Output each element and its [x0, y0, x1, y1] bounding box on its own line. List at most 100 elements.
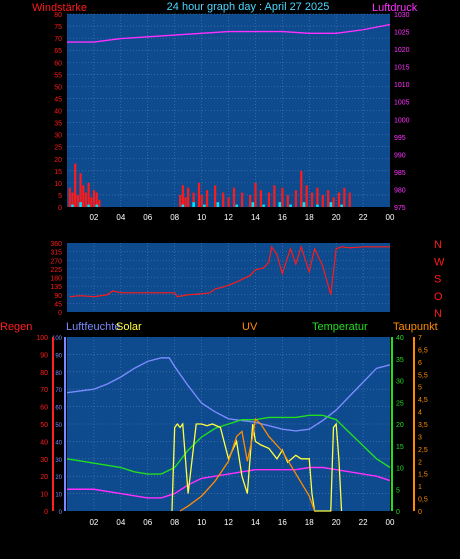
- temperature-tick-label: 10: [396, 466, 404, 473]
- rain-tick-label: 60: [40, 405, 48, 412]
- chart-title: 24 hour graph day : April 27 2025: [167, 1, 330, 13]
- x-tick-label-bottom: 16: [278, 518, 287, 527]
- uv-line: [179, 417, 316, 512]
- wind-bar: [179, 194, 182, 207]
- uv-tick-label: 5,5: [418, 372, 428, 379]
- compass-label: N: [434, 239, 442, 251]
- x-tick-label-bottom: 20: [332, 518, 341, 527]
- uv-tick-label: 0: [418, 509, 422, 516]
- wind-tick-label: 10: [54, 181, 62, 188]
- rain-tick-label: 80: [40, 370, 48, 377]
- compass-label: S: [434, 274, 441, 286]
- wind-tick-label: 80: [54, 12, 62, 19]
- uv-tick-label: 1,5: [418, 472, 428, 479]
- wind-bar: [300, 170, 303, 207]
- label-solar: Solar: [116, 321, 142, 333]
- temperature-tick-label: 0: [396, 509, 400, 516]
- pressure-line: [67, 23, 391, 43]
- direction-tick-label: 135: [50, 284, 62, 291]
- label-dewpoint: Taupunkt: [393, 321, 438, 333]
- uv-tick-label: 3,5: [418, 422, 428, 429]
- wind-bar: [87, 182, 90, 207]
- gust-bar: [316, 204, 319, 207]
- wind-bar: [181, 185, 184, 207]
- temperature-tick-label: 40: [396, 335, 404, 342]
- wind-tick-label: 25: [54, 145, 62, 152]
- rain-axis-bar: [52, 337, 54, 511]
- humidity-tick-label: 80: [55, 371, 62, 377]
- uv-tick-label: 4,5: [418, 397, 428, 404]
- direction-tick-label: 180: [50, 276, 62, 283]
- x-tick-label-top: 20: [332, 213, 341, 222]
- wind-bar: [232, 187, 236, 207]
- right-axis-title: Luftdruck: [372, 2, 418, 14]
- rain-tick-label: 20: [40, 474, 48, 481]
- humidity-tick-label: 60: [55, 406, 62, 412]
- x-tick-label-bottom: 18: [305, 518, 314, 527]
- wind-tick-label: 15: [54, 169, 62, 176]
- rain-tick-label: 30: [40, 457, 48, 464]
- temperature-tick-label: 5: [396, 487, 400, 494]
- gust-bar: [235, 204, 238, 207]
- uv-tick-label: 2,5: [418, 447, 428, 454]
- wind-bar: [227, 197, 230, 207]
- wind-bar: [98, 199, 101, 207]
- humidity-tick-label: 70: [55, 388, 62, 394]
- wind-bar: [74, 163, 77, 207]
- wind-bar: [327, 190, 330, 207]
- x-tick-label-top: 08: [170, 213, 179, 222]
- temperature-tick-label: 20: [396, 422, 404, 429]
- wind-tick-label: 40: [54, 109, 62, 116]
- pressure-tick-label: 1010: [394, 82, 410, 89]
- x-tick-label-top: 16: [278, 213, 287, 222]
- rain-tick-label: 50: [40, 422, 48, 429]
- wind-tick-label: 20: [54, 157, 62, 164]
- uv-tick-label: 3: [418, 434, 422, 441]
- humidity-axis-bar: [64, 337, 66, 511]
- label-rain: Regen: [0, 321, 32, 333]
- gust-bar: [278, 202, 282, 207]
- wind-tick-label: 60: [54, 60, 62, 67]
- humidity-tick-label: 10: [55, 493, 62, 499]
- x-tick-label-bottom: 22: [359, 518, 368, 527]
- wind-bar: [343, 187, 346, 207]
- wind-bar: [71, 192, 74, 207]
- x-tick-label-top: 06: [143, 213, 152, 222]
- wind-bar: [254, 182, 257, 207]
- x-tick-label-top: 22: [359, 213, 368, 222]
- gust-bar: [329, 202, 333, 207]
- label-temperature: Temperatur: [312, 321, 368, 333]
- humidity-tick-label: 50: [55, 423, 62, 429]
- gust-bar: [251, 202, 255, 207]
- direction-tick-label: 0: [58, 310, 62, 317]
- wind-tick-label: 0: [58, 205, 62, 212]
- wind-bar: [286, 194, 289, 207]
- wind-bar: [92, 190, 96, 207]
- humidity-tick-label: 90: [55, 353, 62, 359]
- uv-tick-label: 1: [418, 484, 422, 491]
- x-tick-label-bottom: 00: [386, 518, 395, 527]
- wind-bar: [294, 190, 297, 207]
- pressure-tick-label: 1025: [394, 30, 410, 37]
- wind-bar: [332, 197, 335, 207]
- wind-bar: [273, 185, 276, 207]
- rain-tick-label: 10: [40, 492, 48, 499]
- direction-line: [69, 244, 390, 298]
- x-tick-label-bottom: 08: [170, 518, 179, 527]
- wind-tick-label: 35: [54, 121, 62, 128]
- label-humidity: Luftfeuchte: [66, 321, 120, 333]
- wind-bar: [95, 192, 98, 207]
- x-tick-label-top: 14: [251, 213, 260, 222]
- pressure-tick-label: 1005: [394, 100, 410, 107]
- wind-bar: [205, 190, 209, 207]
- gust-bar: [79, 202, 82, 207]
- left-axis-title: Windstärke: [32, 2, 87, 14]
- rain-tick-label: 70: [40, 387, 48, 394]
- direction-tick-label: 270: [50, 258, 62, 265]
- rain-tick-label: 90: [40, 352, 48, 359]
- wind-tick-label: 75: [54, 24, 62, 31]
- wind-bar: [305, 185, 308, 207]
- temperature-tick-label: 15: [396, 444, 404, 451]
- wind-bar: [200, 194, 203, 207]
- direction-tick-label: 45: [54, 301, 62, 308]
